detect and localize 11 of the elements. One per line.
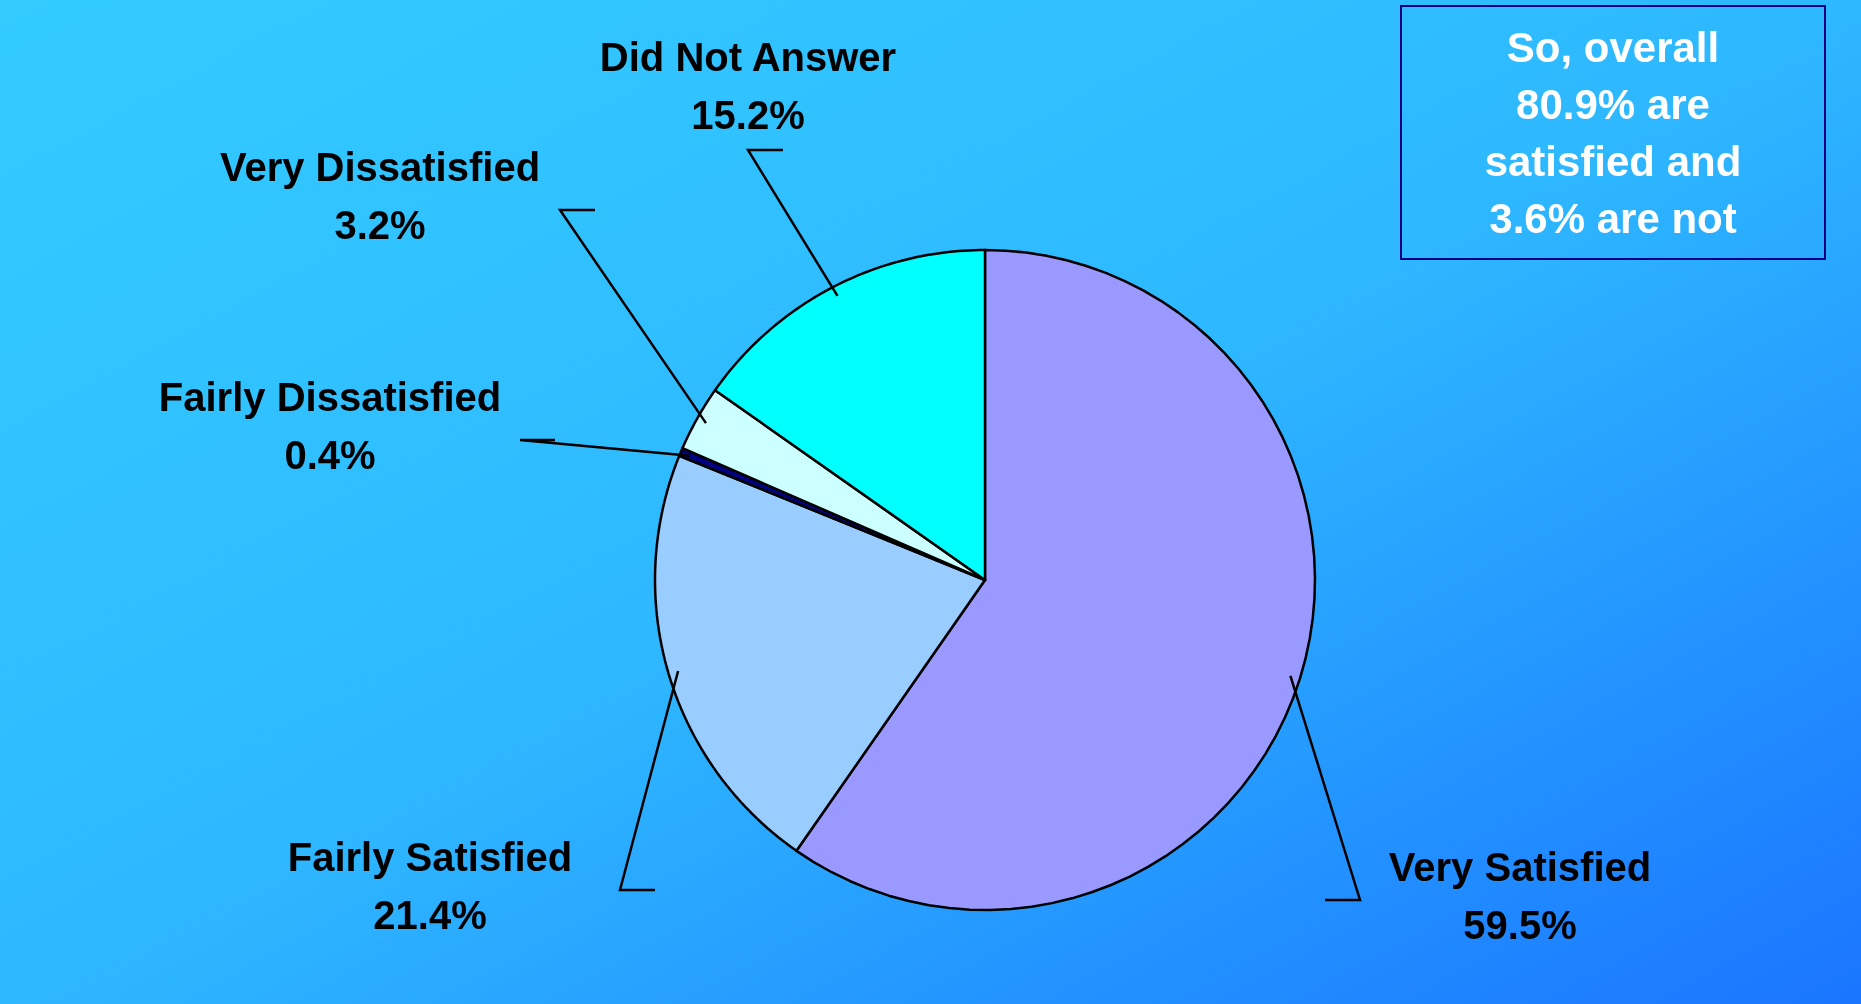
data-label: 0.4% bbox=[284, 432, 376, 477]
slice-label: Did Not Answer bbox=[599, 34, 897, 79]
data-label: 59.5% bbox=[1463, 902, 1577, 947]
data-label: 21.4% bbox=[373, 892, 487, 937]
slice-label: Fairly Dissatisfied bbox=[158, 374, 502, 419]
data-label: 3.2% bbox=[334, 202, 426, 247]
slice-label: Very Satisfied bbox=[1388, 844, 1652, 889]
data-label: 15.2% bbox=[691, 92, 805, 137]
slice-label: Fairly Satisfied bbox=[287, 834, 573, 879]
slice-label: Very Dissatisfied bbox=[219, 144, 541, 189]
text: So, overall 80.9% are satisfied and 3.6% are not bbox=[1484, 24, 1742, 242]
